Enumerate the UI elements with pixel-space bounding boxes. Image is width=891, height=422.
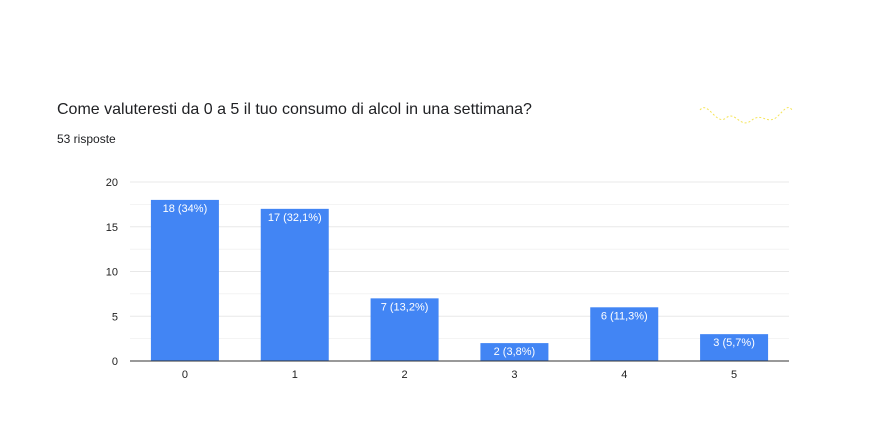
x-tick-label: 0 bbox=[182, 369, 188, 381]
bar-data-label: 3 (5,7%) bbox=[713, 337, 755, 349]
y-axis-ticks: 0 5 10 15 20 bbox=[106, 177, 118, 368]
bar-1 bbox=[260, 208, 329, 361]
y-tick-label: 5 bbox=[112, 311, 118, 323]
x-axis-ticks: 0 1 2 3 4 5 bbox=[182, 369, 737, 381]
bar-data-label: 7 (13,2%) bbox=[381, 301, 429, 313]
x-tick-label: 4 bbox=[621, 369, 627, 381]
data-labels: 18 (34%) 17 (32,1%) 7 (13,2%) 2 (3,8%) 6 (11… bbox=[163, 203, 755, 358]
response-count: 53 risposte bbox=[57, 132, 116, 146]
question-title: Come valuteresti da 0 a 5 il tuo consumo… bbox=[57, 101, 532, 118]
bar-0 bbox=[150, 199, 219, 361]
x-tick-label: 2 bbox=[402, 369, 408, 381]
bar-data-label: 17 (32,1%) bbox=[268, 212, 322, 224]
y-tick-label: 20 bbox=[106, 177, 118, 189]
bar-data-label: 18 (34%) bbox=[163, 203, 208, 215]
bar-5 bbox=[700, 334, 769, 361]
bars bbox=[150, 199, 769, 361]
x-tick-label: 1 bbox=[292, 369, 298, 381]
bar-3 bbox=[480, 343, 549, 361]
x-tick-label: 5 bbox=[731, 369, 737, 381]
gridlines bbox=[130, 181, 789, 362]
bar-data-label: 6 (11,3%) bbox=[601, 310, 648, 322]
y-tick-label: 10 bbox=[106, 267, 118, 279]
bar-4 bbox=[590, 307, 659, 361]
y-tick-label: 0 bbox=[112, 356, 118, 368]
y-tick-label: 15 bbox=[106, 222, 118, 234]
bar-data-label: 2 (3,8%) bbox=[494, 346, 536, 358]
x-tick-label: 3 bbox=[511, 369, 517, 381]
bar-2 bbox=[370, 298, 439, 361]
